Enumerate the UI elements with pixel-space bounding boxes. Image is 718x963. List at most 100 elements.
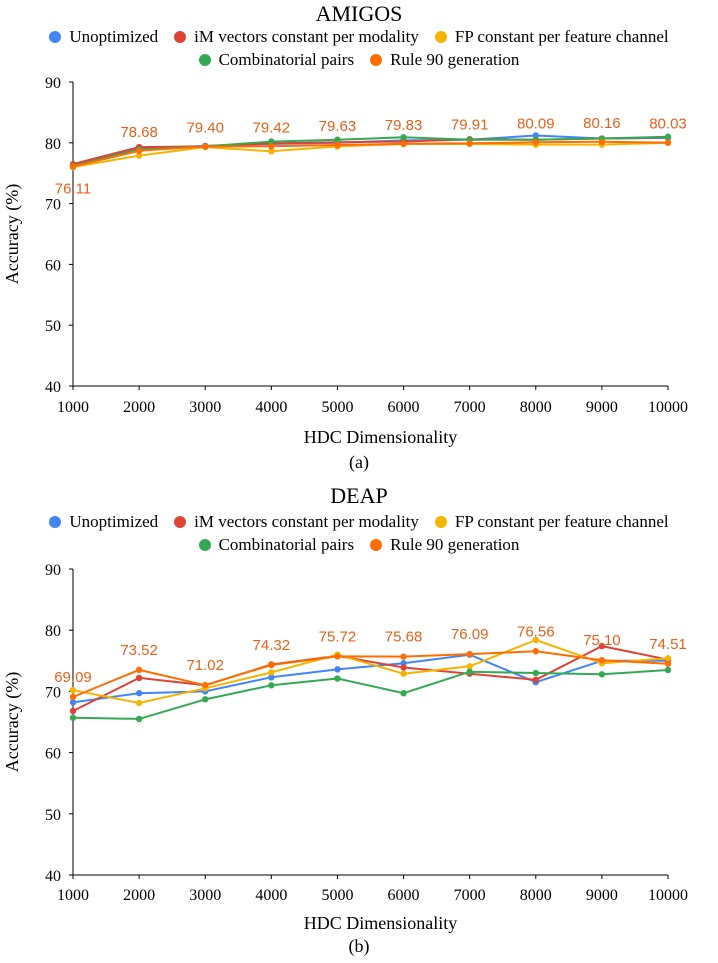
data-point bbox=[466, 650, 473, 658]
x-tick-label: 8000 bbox=[520, 399, 552, 416]
data-point bbox=[532, 636, 539, 644]
data-point bbox=[664, 660, 672, 667]
line-chart-amigos: 40 50 60 70 80 90 1000 2000 3000 4000 5000 6000 7000… bbox=[2, 75, 688, 447]
data-label: 69.09 bbox=[54, 669, 92, 686]
legend-item-im-vectors: iM vectors constant per modality bbox=[174, 512, 419, 532]
x-tick-label: 9000 bbox=[586, 399, 618, 416]
data-label: 75.10 bbox=[583, 632, 621, 649]
legend-label: iM vectors constant per modality bbox=[194, 512, 419, 531]
legend-label: Combinatorial pairs bbox=[218, 50, 355, 69]
data-point bbox=[268, 669, 275, 676]
x-tick-label: 7000 bbox=[454, 887, 486, 904]
legend-row-1: Unoptimized iM vectors constant per moda… bbox=[0, 27, 718, 47]
data-point bbox=[664, 139, 672, 146]
legend-marker bbox=[434, 31, 447, 43]
data-label: 80.09 bbox=[517, 115, 555, 132]
legend-item-rule-90: Rule 90 generation bbox=[370, 535, 519, 555]
x-tick-label: 3000 bbox=[189, 887, 221, 904]
data-point bbox=[664, 666, 672, 674]
x-tick-label: 9000 bbox=[586, 887, 618, 904]
data-label: 79.63 bbox=[319, 118, 357, 135]
legend-item-unoptimized: Unoptimized bbox=[49, 27, 158, 47]
x-tick-label: 10000 bbox=[648, 887, 688, 904]
series-line bbox=[72, 669, 669, 720]
data-label: 71.02 bbox=[186, 657, 224, 674]
data-point bbox=[202, 681, 209, 689]
x-tick-label: 4000 bbox=[255, 399, 287, 416]
legend-label: FP constant per feature channel bbox=[454, 27, 669, 46]
data-point bbox=[69, 707, 77, 715]
data-label: 80.16 bbox=[583, 115, 621, 132]
legend-item-fp-constant: FP constant per feature channel bbox=[434, 27, 669, 47]
y-tick-label: 90 bbox=[45, 75, 61, 92]
data-point bbox=[400, 670, 407, 677]
legend-marker bbox=[174, 516, 187, 528]
data-point bbox=[202, 143, 209, 150]
data-label: 76.11 bbox=[55, 180, 91, 197]
x-axis-label: HDC Dimensionality bbox=[304, 427, 458, 447]
data-point bbox=[268, 661, 275, 669]
figure-caption: (a) bbox=[349, 452, 369, 472]
data-label: 74.51 bbox=[649, 636, 687, 653]
data-point bbox=[69, 163, 77, 170]
data-point bbox=[268, 682, 275, 689]
x-tick-label: 2000 bbox=[123, 887, 155, 904]
series-line bbox=[72, 645, 669, 712]
data-point bbox=[268, 138, 275, 145]
x-tick-label: 10000 bbox=[648, 399, 688, 416]
data-point bbox=[598, 138, 606, 146]
legend-item-combinatorial-pairs: Combinatorial pairs bbox=[198, 50, 355, 70]
legend-row-1: Unoptimized iM vectors constant per moda… bbox=[0, 512, 718, 532]
y-tick-label: 90 bbox=[45, 562, 61, 579]
data-point bbox=[400, 664, 407, 671]
y-tick-label: 80 bbox=[45, 623, 61, 640]
legend-row-2: Combinatorial pairs Rule 90 generation bbox=[0, 50, 718, 70]
data-point bbox=[334, 136, 341, 143]
legend-label: Rule 90 generation bbox=[390, 535, 520, 554]
data-point bbox=[135, 674, 143, 682]
legend-marker bbox=[49, 516, 62, 528]
y-axis-label: Accuracy (%) bbox=[2, 184, 23, 284]
figure-caption: (b) bbox=[348, 936, 370, 956]
x-tick-label: 3000 bbox=[189, 399, 221, 416]
data-point bbox=[268, 143, 275, 150]
legend-label: Combinatorial pairs bbox=[218, 535, 355, 554]
data-point bbox=[466, 140, 473, 147]
x-tick-label: 6000 bbox=[388, 399, 420, 416]
chart-title: DEAP bbox=[330, 483, 388, 508]
line-chart-deap: 40 50 60 70 80 90 1000 2000 3000 4000 5000 6000 7000… bbox=[2, 562, 688, 933]
y-tick-label: 50 bbox=[45, 318, 61, 335]
data-point bbox=[400, 140, 407, 148]
legend-marker bbox=[174, 31, 187, 43]
data-point bbox=[664, 133, 672, 140]
data-label: 76.56 bbox=[517, 623, 555, 640]
x-tick-label: 7000 bbox=[454, 399, 486, 416]
data-point bbox=[400, 134, 407, 141]
legend-label: FP constant per feature channel bbox=[454, 512, 669, 531]
data-point bbox=[69, 693, 77, 701]
data-point bbox=[598, 656, 606, 664]
y-tick-label: 70 bbox=[45, 684, 61, 701]
legend-marker bbox=[370, 539, 383, 551]
data-point bbox=[135, 147, 143, 155]
data-label: 78.68 bbox=[120, 124, 158, 141]
data-point bbox=[334, 675, 341, 682]
chart-panel-deap: DEAP Unoptimized iM vectors constant per… bbox=[0, 482, 718, 963]
data-label: 79.42 bbox=[253, 119, 291, 136]
y-tick-label: 80 bbox=[45, 136, 61, 153]
legend-marker bbox=[198, 539, 211, 551]
data-label: 79.91 bbox=[451, 116, 489, 133]
data-point bbox=[598, 642, 606, 650]
data-point bbox=[69, 714, 77, 721]
data-point bbox=[135, 699, 143, 707]
x-axis-label: HDC Dimensionality bbox=[304, 913, 458, 933]
data-label: 75.72 bbox=[319, 628, 357, 645]
data-label: 74.32 bbox=[253, 637, 291, 654]
data-point bbox=[69, 686, 77, 694]
x-tick-label: 5000 bbox=[321, 887, 353, 904]
data-point bbox=[400, 653, 407, 660]
data-label: 73.52 bbox=[120, 642, 158, 659]
data-label: 79.40 bbox=[186, 119, 224, 136]
legend-label: Rule 90 generation bbox=[390, 50, 520, 69]
data-point bbox=[466, 663, 473, 670]
